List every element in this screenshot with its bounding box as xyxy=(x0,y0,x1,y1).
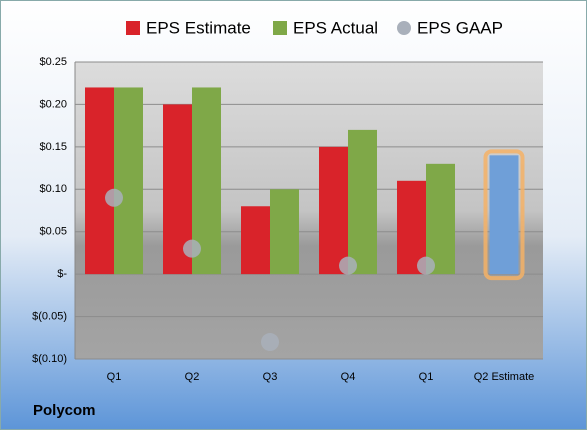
point xyxy=(339,256,357,275)
legend-label: EPS Estimate xyxy=(146,18,251,37)
legend-label: EPS Actual xyxy=(293,18,378,37)
y-tick-label: $- xyxy=(57,268,67,280)
x-tick-label: Q3 xyxy=(263,371,278,383)
bar xyxy=(85,87,114,275)
bar xyxy=(489,155,519,275)
legend: EPS Estimate EPS Actual EPS GAAP xyxy=(126,18,503,37)
x-tick-label: Q1 xyxy=(419,371,434,383)
bar xyxy=(270,189,299,275)
legend-label: EPS GAAP xyxy=(417,18,503,37)
y-tick-label: $0.25 xyxy=(39,56,67,68)
y-tick-label: $0.05 xyxy=(39,226,67,238)
point xyxy=(183,239,201,258)
y-tick-label: $0.20 xyxy=(39,98,67,110)
x-tick-label: Q1 xyxy=(107,371,122,383)
bar xyxy=(241,206,270,275)
point xyxy=(417,256,435,275)
y-tick-label: $0.10 xyxy=(39,183,67,195)
bar xyxy=(426,163,455,275)
y-tick-label: $(0.10) xyxy=(32,353,67,365)
x-tick-label: Q2 xyxy=(185,371,200,383)
chart-title: Polycom xyxy=(33,402,96,419)
bar xyxy=(348,129,377,275)
legend-swatch xyxy=(273,21,287,35)
y-tick-label: $(0.05) xyxy=(32,310,67,322)
bar xyxy=(319,146,348,275)
legend-swatch xyxy=(397,21,411,35)
legend-swatch xyxy=(126,21,140,35)
point xyxy=(105,188,123,207)
y-tick-label: $0.15 xyxy=(39,141,67,153)
point xyxy=(261,333,279,352)
bar xyxy=(114,87,143,275)
highlight-outline xyxy=(483,149,525,281)
x-tick-label: Q2 Estimate xyxy=(474,371,535,383)
plot-area xyxy=(75,62,543,359)
x-tick-label: Q4 xyxy=(341,371,356,383)
